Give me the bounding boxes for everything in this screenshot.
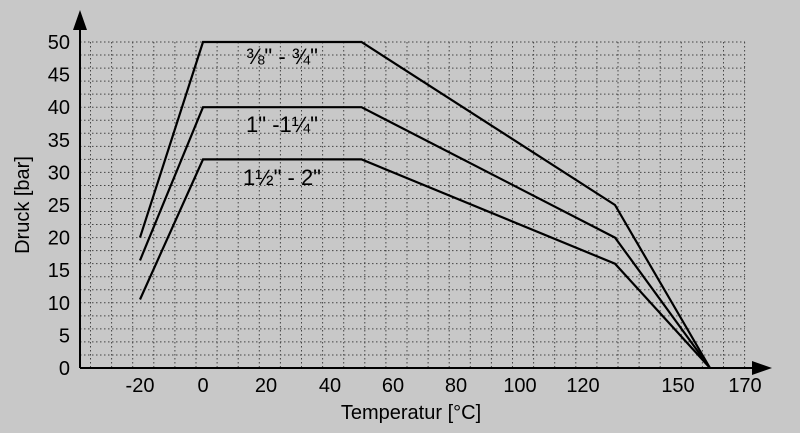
x-tick-label: 170	[728, 375, 761, 397]
x-tick-label: 80	[445, 375, 467, 397]
x-axis-arrow-icon	[752, 361, 772, 375]
y-tick-label: 35	[48, 130, 70, 152]
y-axis-title: Druck [bar]	[12, 156, 34, 254]
x-tick-label: 150	[661, 375, 694, 397]
series-label: 1" -1¼"	[246, 112, 318, 137]
x-axis-title: Temperatur [°C]	[341, 402, 481, 424]
y-tick-label: 25	[48, 195, 70, 217]
tick-labels: -20 0 20 40 60 80 100 120 150 170 0 5 10 15 20 25 30 35 40…	[48, 32, 762, 397]
y-tick-label: 5	[59, 325, 70, 347]
series-labels: ⅜" - ¾" 1" -1¼" 1½" - 2"	[243, 44, 321, 190]
series-label: 1½" - 2"	[243, 165, 321, 190]
x-tick-label: -20	[126, 375, 155, 397]
grid	[80, 41, 746, 368]
series-line	[138, 106, 711, 369]
y-axis-arrow-icon	[73, 10, 87, 30]
y-tick-label: 20	[48, 228, 70, 250]
y-tick-label: 45	[48, 65, 70, 87]
x-tick-label: 0	[197, 375, 208, 397]
y-tick-label: 0	[59, 358, 70, 380]
series-lines	[138, 40, 711, 369]
x-tick-label: 120	[566, 375, 599, 397]
x-tick-label: 40	[319, 375, 341, 397]
axes	[73, 10, 772, 375]
x-tick-label: 20	[255, 375, 277, 397]
series-line	[138, 40, 711, 369]
y-tick-label: 10	[48, 293, 70, 315]
y-tick-label: 15	[48, 260, 70, 282]
x-tick-label: 100	[503, 375, 536, 397]
y-tick-label: 50	[48, 32, 70, 54]
y-tick-label: 40	[48, 97, 70, 119]
y-tick-label: 30	[48, 162, 70, 184]
x-tick-label: 60	[382, 375, 404, 397]
series-line	[138, 158, 711, 369]
series-label: ⅜" - ¾"	[246, 44, 318, 69]
